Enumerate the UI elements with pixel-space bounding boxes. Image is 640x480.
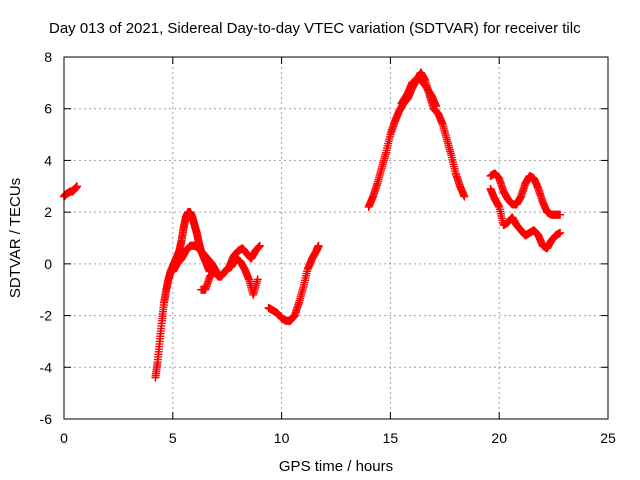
y-tick-label: -6: [40, 411, 53, 427]
series-seg5: [264, 241, 323, 325]
data-point: [460, 192, 469, 201]
y-axis-ticks: -6 -4 -2 0 2 4 6 8: [40, 49, 608, 427]
chart-title: Day 013 of 2021, Sidereal Day-to-day VTE…: [49, 20, 581, 37]
y-tick-label: -2: [40, 308, 53, 324]
series-seg1: [60, 182, 82, 201]
x-tick-label: 20: [491, 430, 507, 446]
data-point: [556, 228, 565, 237]
data-point: [255, 241, 264, 250]
data-point: [73, 182, 82, 191]
y-tick-label: 2: [44, 204, 52, 220]
x-tick-label: 25: [600, 430, 616, 446]
data-point: [314, 241, 323, 250]
data-points: [60, 68, 565, 382]
series-seg4: [197, 254, 262, 299]
y-tick-label: 8: [44, 49, 52, 65]
plot-frame: [63, 56, 609, 420]
series-seg8: [486, 169, 565, 219]
series-seg7: [397, 73, 441, 111]
series-seg2: [151, 208, 214, 382]
x-tick-label: 15: [383, 430, 399, 446]
data-point: [253, 275, 262, 284]
data-point: [432, 102, 441, 111]
y-tick-label: -4: [40, 359, 53, 375]
y-axis-label: SDTVAR / TECUs: [7, 178, 24, 298]
series-seg9: [486, 184, 565, 253]
series-seg6: [364, 68, 469, 211]
x-axis-ticks: 0 5 10 15 20 25: [60, 57, 616, 446]
data-point: [556, 210, 565, 219]
x-tick-label: 5: [169, 430, 177, 446]
x-tick-label: 10: [274, 430, 290, 446]
y-tick-label: 0: [44, 256, 52, 272]
y-tick-label: 6: [44, 101, 52, 117]
y-tick-label: 4: [44, 152, 52, 168]
x-tick-label: 0: [60, 430, 68, 446]
x-axis-label: GPS time / hours: [279, 458, 393, 475]
